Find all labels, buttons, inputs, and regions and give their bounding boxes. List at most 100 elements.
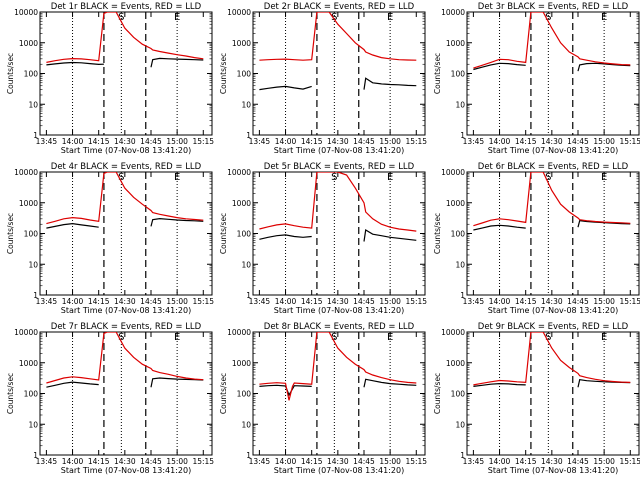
y-tick-label: 1000: [19, 359, 38, 368]
series-line-lld: [473, 172, 631, 227]
x-tick-label: 14:30: [327, 137, 349, 146]
y-tick-label: 10000: [14, 8, 38, 17]
y-tick-label: 10: [455, 100, 465, 109]
detector-panel: Det 3r BLACK = Events, RED = LLD 1 10 100 10…: [433, 2, 640, 155]
marker-end: E: [174, 172, 180, 183]
plot-frame: [252, 11, 426, 136]
panel-title: Det 1r BLACK = Events, RED = LLD: [51, 2, 202, 12]
y-tick-label: 100: [451, 230, 466, 239]
x-tick-label: 14:15: [88, 137, 110, 146]
detector-panel: Det 8r BLACK = Events, RED = LLD 1 10 100 10…: [219, 322, 427, 475]
series-line-lld: [473, 332, 631, 386]
x-tick-label: 15:15: [192, 457, 214, 466]
x-tick-label: 14:45: [353, 457, 375, 466]
y-tick-label: 1000: [232, 359, 251, 368]
y-tick-label: 100: [237, 70, 252, 79]
plot-frame: [39, 11, 213, 136]
x-tick-label: 13:45: [36, 137, 58, 146]
y-tick-label: 100: [24, 230, 39, 239]
detector-panel: Det 5r BLACK = Events, RED = LLD 1 10 100 10…: [219, 162, 427, 315]
x-tick-label: 14:15: [515, 137, 537, 146]
x-tick-label: 15:00: [379, 457, 401, 466]
y-tick-label: 10000: [441, 328, 465, 337]
series-line-lld: [473, 12, 631, 69]
series-line-events: [259, 229, 417, 242]
marker-start: S: [545, 172, 551, 183]
y-tick-label: 10: [241, 420, 251, 429]
x-tick-label: 15:15: [405, 137, 427, 146]
x-tick-label: 14:45: [353, 297, 375, 306]
series-line-lld: [259, 12, 417, 61]
plot-frame: [252, 171, 426, 296]
y-tick-label: 1000: [19, 39, 38, 48]
x-tick-label: 14:00: [489, 137, 511, 146]
y-axis-label: Counts/sec: [6, 213, 15, 254]
series-line-lld: [259, 332, 417, 401]
series-group: [473, 172, 631, 231]
x-tick-label: 15:00: [593, 297, 615, 306]
y-axis-label: Counts/sec: [219, 213, 228, 254]
panel-title: Det 4r BLACK = Events, RED = LLD: [51, 162, 202, 172]
x-tick-label: 15:00: [593, 457, 615, 466]
marker-start: S: [118, 12, 124, 23]
x-axis-label: Start Time (07-Nov-08 13:41:20): [274, 146, 404, 155]
x-tick-label: 14:00: [489, 457, 511, 466]
x-tick-label: 14:30: [541, 297, 563, 306]
y-tick-label: 1000: [446, 199, 465, 208]
x-tick-label: 14:15: [515, 457, 537, 466]
x-tick-label: 15:15: [619, 137, 640, 146]
series-line-lld: [259, 172, 417, 232]
marker-start: S: [545, 12, 551, 23]
series-line-lld: [46, 172, 204, 225]
x-tick-label: 14:30: [114, 457, 136, 466]
y-tick-label: 10000: [441, 8, 465, 17]
plot-frame: [39, 171, 213, 296]
plot-frame: [466, 171, 640, 296]
y-tick-label: 10000: [227, 328, 251, 337]
panel-title: Det 6r BLACK = Events, RED = LLD: [478, 162, 629, 172]
detector-panel: Det 7r BLACK = Events, RED = LLD 1 10 100 10…: [6, 322, 214, 475]
y-tick-label: 1000: [446, 39, 465, 48]
y-tick-label: 100: [451, 70, 466, 79]
x-tick-label: 15:00: [166, 297, 188, 306]
x-tick-label: 14:00: [62, 297, 84, 306]
marker-start: S: [118, 332, 124, 343]
x-tick-label: 15:15: [192, 297, 214, 306]
series-group: [259, 12, 417, 91]
panel-title: Det 7r BLACK = Events, RED = LLD: [51, 322, 202, 332]
y-axis-label: Counts/sec: [6, 373, 15, 414]
x-tick-label: 14:30: [327, 457, 349, 466]
y-tick-label: 10: [28, 100, 38, 109]
x-tick-label: 14:15: [301, 297, 323, 306]
x-tick-label: 14:30: [114, 297, 136, 306]
x-tick-label: 14:30: [327, 297, 349, 306]
marker-end: E: [174, 332, 180, 343]
marker-end: E: [387, 332, 393, 343]
panel-title: Det 9r BLACK = Events, RED = LLD: [478, 322, 629, 332]
marker-start: S: [331, 332, 337, 343]
panel-title: Det 2r BLACK = Events, RED = LLD: [264, 2, 415, 12]
y-tick-label: 10: [28, 260, 38, 269]
y-tick-label: 1: [246, 451, 251, 460]
y-tick-label: 1: [33, 291, 38, 300]
y-axis-label: Counts/sec: [219, 53, 228, 94]
marker-end: E: [601, 12, 607, 23]
y-tick-label: 1: [460, 451, 465, 460]
x-tick-label: 15:15: [619, 457, 640, 466]
x-axis-label: Start Time (07-Nov-08 13:41:20): [488, 146, 618, 155]
x-tick-label: 13:45: [463, 137, 485, 146]
series-group: [259, 332, 417, 401]
marker-end: E: [174, 12, 180, 23]
x-tick-label: 15:00: [379, 297, 401, 306]
y-tick-label: 1000: [232, 39, 251, 48]
x-tick-label: 13:45: [463, 297, 485, 306]
detector-panel: Det 6r BLACK = Events, RED = LLD 1 10 100 10…: [433, 162, 640, 315]
x-tick-label: 14:00: [62, 137, 84, 146]
y-tick-label: 10000: [227, 168, 251, 177]
x-tick-label: 14:30: [541, 137, 563, 146]
x-tick-label: 13:45: [36, 297, 58, 306]
y-tick-label: 1: [33, 451, 38, 460]
series-line-events: [46, 217, 204, 229]
y-tick-label: 10000: [14, 328, 38, 337]
marker-end: E: [601, 332, 607, 343]
